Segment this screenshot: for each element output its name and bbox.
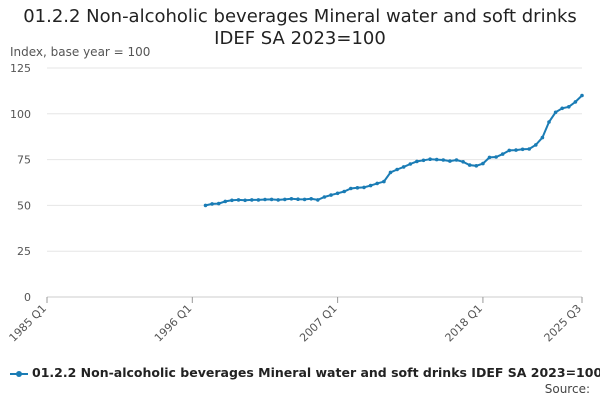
data-point	[560, 106, 564, 111]
data-point	[467, 163, 472, 167]
data-point	[395, 167, 399, 172]
chart-title: 01.2.2 Non-alcoholic beverages Mineral w…	[23, 6, 577, 49]
data-point	[388, 170, 393, 175]
legend-series-marker-icon	[10, 369, 28, 379]
x-tick-label: 2007 Q1	[297, 302, 340, 345]
data-point	[210, 202, 214, 206]
data-point	[302, 197, 307, 202]
data-point	[368, 183, 373, 188]
data-point	[269, 197, 274, 202]
data-point	[342, 189, 347, 194]
data-point	[250, 198, 254, 202]
data-point	[567, 105, 571, 109]
y-tick-label: 50	[17, 199, 31, 212]
data-point	[415, 159, 419, 164]
data-point	[507, 148, 512, 153]
data-point	[316, 198, 320, 202]
data-point	[494, 155, 498, 159]
x-tick-label: 2018 Q1	[443, 302, 486, 345]
data-point	[454, 158, 459, 162]
data-point	[223, 199, 228, 204]
series-line	[205, 94, 583, 207]
data-point	[276, 198, 281, 202]
y-tick-label: 100	[10, 108, 31, 121]
data-point	[216, 201, 221, 206]
y-axis-label: Index, base year = 100	[10, 45, 151, 59]
data-point	[474, 164, 479, 168]
data-point	[428, 157, 432, 161]
data-point	[296, 197, 300, 201]
data-point	[256, 198, 261, 202]
data-point	[322, 195, 327, 199]
data-point	[230, 198, 234, 203]
source-label: Source:	[544, 382, 590, 396]
data-point	[236, 198, 241, 202]
data-point	[434, 157, 439, 162]
data-point	[421, 158, 426, 163]
legend-series-label: 01.2.2 Non-alcoholic beverages Mineral w…	[32, 365, 600, 380]
y-tick-label: 0	[24, 291, 31, 304]
data-point	[540, 135, 545, 140]
data-point	[514, 148, 518, 152]
data-point	[243, 198, 247, 203]
data-point	[401, 165, 406, 169]
data-point	[580, 93, 584, 98]
data-point	[573, 100, 578, 104]
data-point	[487, 155, 492, 160]
data-point	[362, 185, 366, 190]
data-point	[500, 152, 505, 156]
data-point	[283, 197, 287, 202]
y-tick-label: 75	[17, 154, 31, 167]
data-point	[527, 147, 531, 151]
x-tick-label: 1985 Q1	[7, 302, 50, 345]
data-point	[481, 161, 485, 166]
y-tick-label: 125	[10, 62, 31, 75]
data-point	[553, 110, 558, 115]
data-point	[382, 179, 386, 184]
data-point	[349, 186, 353, 191]
data-point	[461, 160, 465, 164]
legend[interactable]: 01.2.2 Non-alcoholic beverages Mineral w…	[10, 365, 600, 380]
data-point	[375, 181, 380, 186]
data-point	[408, 162, 413, 166]
data-point	[309, 197, 314, 201]
y-tick-label: 25	[17, 245, 31, 258]
data-point	[203, 203, 208, 208]
data-point	[547, 120, 551, 124]
data-point	[355, 186, 360, 190]
data-point	[263, 197, 267, 202]
data-point	[448, 159, 452, 163]
data-point	[335, 191, 340, 196]
data-point	[441, 158, 446, 162]
data-point	[329, 193, 333, 197]
x-tick-label: 2025 Q3	[542, 302, 585, 345]
data-point	[534, 143, 538, 147]
data-point	[289, 197, 294, 201]
x-tick-label: 1996 Q1	[152, 302, 195, 345]
data-point	[520, 147, 525, 152]
